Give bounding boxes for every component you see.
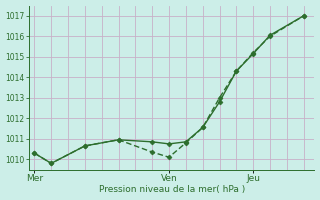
X-axis label: Pression niveau de la mer( hPa ): Pression niveau de la mer( hPa )	[99, 185, 245, 194]
